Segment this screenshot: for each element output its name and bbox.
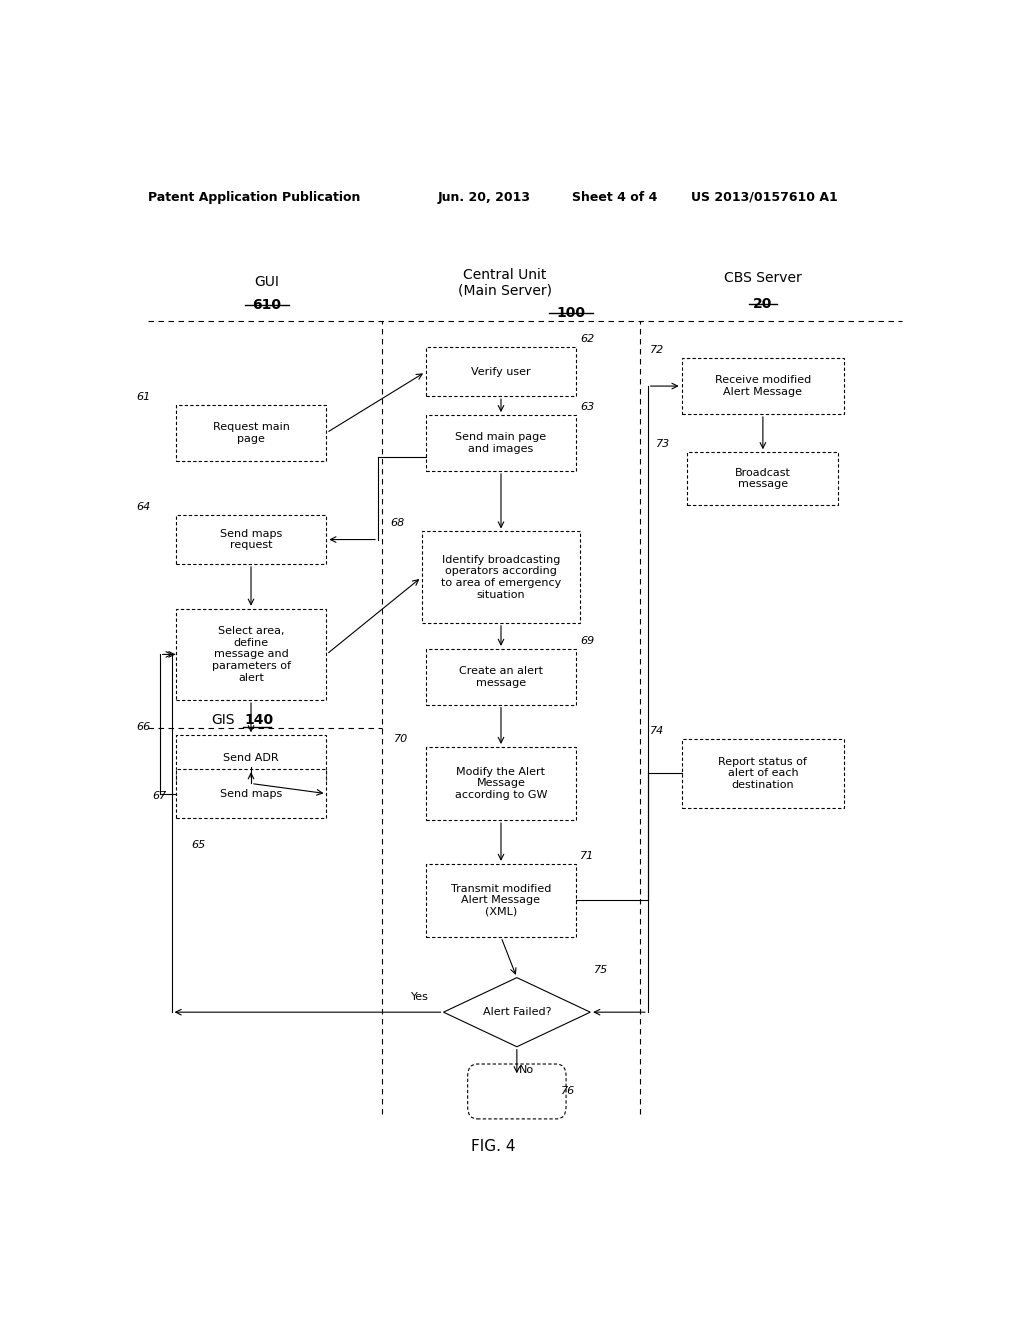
Text: FIG. 4: FIG. 4 [471, 1139, 515, 1154]
Text: GIS: GIS [211, 714, 234, 727]
FancyBboxPatch shape [468, 1064, 566, 1119]
Text: 67: 67 [152, 791, 166, 801]
Text: 73: 73 [655, 440, 670, 449]
Text: Jun. 20, 2013: Jun. 20, 2013 [437, 190, 530, 203]
FancyBboxPatch shape [426, 347, 577, 396]
FancyBboxPatch shape [426, 863, 577, 937]
Text: 63: 63 [581, 403, 595, 412]
Text: 68: 68 [390, 519, 404, 528]
Text: 100: 100 [556, 306, 586, 319]
Text: 75: 75 [594, 965, 608, 974]
Text: Receive modified
Alert Message: Receive modified Alert Message [715, 375, 811, 397]
Text: Modify the Alert
Message
according to GW: Modify the Alert Message according to GW [455, 767, 547, 800]
Text: Yes: Yes [411, 993, 429, 1002]
FancyBboxPatch shape [176, 515, 327, 564]
Text: 76: 76 [560, 1086, 574, 1097]
Text: 69: 69 [581, 636, 595, 645]
Text: 71: 71 [581, 850, 595, 861]
Text: 62: 62 [581, 334, 595, 345]
Text: Alert Failed?: Alert Failed? [482, 1007, 551, 1018]
Text: GUI: GUI [254, 276, 280, 289]
Polygon shape [443, 978, 590, 1047]
FancyBboxPatch shape [687, 453, 839, 506]
Text: 64: 64 [136, 502, 151, 512]
Text: Central Unit: Central Unit [463, 268, 547, 282]
Text: Verify user: Verify user [471, 367, 530, 376]
Text: 610: 610 [252, 297, 282, 312]
Text: CBS Server: CBS Server [724, 272, 802, 285]
Text: 70: 70 [394, 734, 409, 744]
Text: Transmit modified
Alert Message
(XML): Transmit modified Alert Message (XML) [451, 884, 551, 917]
FancyBboxPatch shape [426, 747, 577, 820]
Text: Create an alert
message: Create an alert message [459, 667, 543, 688]
Text: 65: 65 [191, 841, 206, 850]
FancyBboxPatch shape [176, 735, 327, 781]
FancyBboxPatch shape [682, 358, 844, 414]
Text: 74: 74 [650, 726, 664, 735]
Text: Send main page
and images: Send main page and images [456, 432, 547, 454]
Text: Patent Application Publication: Patent Application Publication [147, 190, 360, 203]
Text: 140: 140 [245, 714, 273, 727]
FancyBboxPatch shape [426, 649, 577, 705]
Text: Send ADR: Send ADR [223, 754, 279, 763]
Text: 72: 72 [650, 345, 664, 355]
Text: Send maps: Send maps [220, 788, 283, 799]
Text: Select area,
define
message and
parameters of
alert: Select area, define message and paramete… [212, 626, 291, 682]
FancyBboxPatch shape [422, 532, 581, 623]
Text: Report status of
alert of each
destination: Report status of alert of each destinati… [719, 756, 807, 789]
Text: 66: 66 [136, 722, 151, 733]
FancyBboxPatch shape [426, 414, 577, 471]
FancyBboxPatch shape [176, 609, 327, 700]
Text: Send maps
request: Send maps request [220, 529, 283, 550]
Text: 20: 20 [754, 297, 772, 310]
Text: No: No [519, 1065, 534, 1074]
Text: 61: 61 [136, 392, 151, 401]
Text: Sheet 4 of 4: Sheet 4 of 4 [572, 190, 657, 203]
Text: US 2013/0157610 A1: US 2013/0157610 A1 [691, 190, 839, 203]
Text: (Main Server): (Main Server) [458, 284, 552, 297]
Text: Broadcast
message: Broadcast message [735, 467, 791, 490]
FancyBboxPatch shape [682, 739, 844, 808]
FancyBboxPatch shape [176, 405, 327, 461]
FancyBboxPatch shape [176, 770, 327, 818]
Text: Identify broadcasting
operators according
to area of emergency
situation: Identify broadcasting operators accordin… [441, 554, 561, 599]
Text: Request main
page: Request main page [213, 422, 290, 444]
